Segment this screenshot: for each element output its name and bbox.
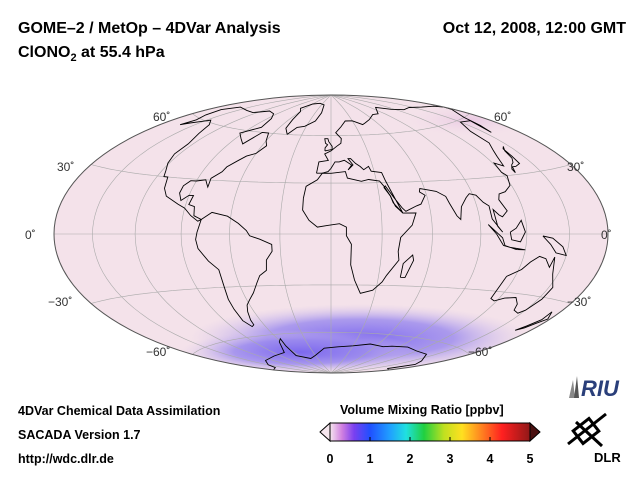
- lat-label-n60-left: 60˚: [153, 110, 171, 124]
- colorbar-tick-label: 1: [366, 452, 374, 466]
- coastline-indonesia: [487, 224, 526, 251]
- colorbar-tick-label: 4: [486, 452, 494, 466]
- coastline-japan: [502, 146, 521, 174]
- lat-label-eq-left: 0˚: [25, 228, 36, 242]
- dlr-logo-icon: [567, 412, 607, 448]
- colorbar: [319, 421, 541, 443]
- page-title: GOME–2 / MetOp – 4DVar Analysis: [18, 20, 281, 37]
- coastlines: [163, 102, 567, 371]
- parallel-line: [192, 113, 470, 136]
- dlr-logo-text: DLR: [594, 450, 621, 465]
- footer-version: SACADA Version 1.7: [18, 428, 141, 442]
- colorbar-ticks: [329, 437, 531, 441]
- lat-label-n60-right: 60˚: [494, 110, 512, 124]
- coastline-uk: [324, 138, 333, 152]
- colorbar-tick-label: 5: [526, 452, 534, 466]
- colorbar-high-arrow: [529, 421, 541, 443]
- species-subscript: 2: [70, 52, 77, 65]
- antarctic-depletion-core: [180, 330, 420, 373]
- footer-method: 4DVar Chemical Data Assimilation: [18, 404, 221, 418]
- lat-label-n30-right: 30˚: [567, 160, 585, 174]
- map-border: [53, 94, 609, 374]
- lat-label-s30-right: −30˚: [567, 295, 592, 309]
- colorbar-tick-label: 0: [326, 452, 334, 466]
- svg-text:RIU: RIU: [581, 376, 620, 401]
- lat-label-n30-left: 30˚: [57, 160, 75, 174]
- parallel-line: [91, 284, 571, 304]
- coastline-north-america: [163, 106, 275, 222]
- coastline-south-america: [195, 211, 273, 328]
- colorbar-tick-label: 2: [406, 452, 414, 466]
- lat-label-s60-right: −60˚: [468, 345, 493, 359]
- parallel-line: [192, 332, 470, 355]
- coastline-new-guinea: [542, 235, 567, 257]
- page-subtitle: ClONO2 at 55.4 hPa: [18, 42, 165, 69]
- coastline-madagascar: [399, 254, 415, 278]
- coastline-eurasia: [316, 105, 511, 233]
- colorbar-low-arrow: [319, 421, 331, 443]
- coastline-borneo: [509, 219, 526, 243]
- coastline-new-zealand: [514, 311, 553, 331]
- lat-label-s30-left: −30˚: [48, 295, 73, 309]
- coastline-greenland: [285, 102, 325, 135]
- coastline-africa: [302, 171, 417, 294]
- riu-logo-icon: RIU: [569, 376, 620, 401]
- footer-url: http://wdc.dlr.de: [18, 452, 114, 466]
- map-field: [54, 95, 608, 373]
- coastline-antarctica: [264, 337, 428, 371]
- species-name: ClONO: [18, 44, 71, 61]
- coastline-australia: [490, 255, 556, 314]
- colorbar-tick-label: 3: [446, 452, 454, 466]
- colorbar-gradient: [329, 422, 531, 442]
- lat-label-s60-left: −60˚: [146, 345, 171, 359]
- analysis-date: Oct 12, 2008, 12:00 GMT: [442, 20, 626, 37]
- pressure-level: at 55.4 hPa: [76, 44, 165, 61]
- lat-label-eq-right: 0˚: [601, 228, 612, 242]
- parallel-line: [91, 164, 571, 184]
- colorbar-title: Volume Mixing Ratio [ppbv]: [340, 403, 504, 417]
